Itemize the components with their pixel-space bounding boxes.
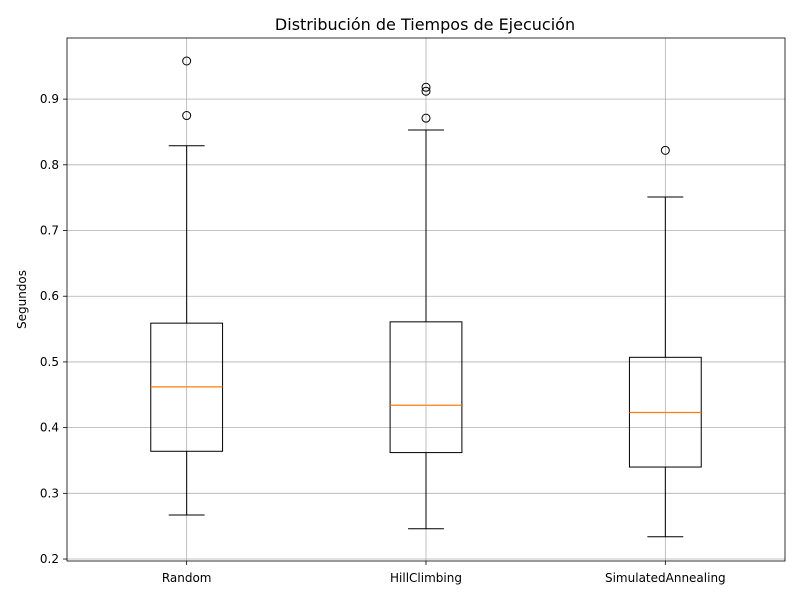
y-tick: 0.7 xyxy=(40,224,67,238)
x-tick: HillClimbing xyxy=(390,561,462,585)
y-tick: 0.2 xyxy=(40,552,67,566)
outlier-point xyxy=(182,111,192,121)
box-hillclimbing xyxy=(389,82,463,530)
iqr-box xyxy=(389,321,463,454)
box-simulatedannealing xyxy=(628,145,702,538)
chart-title: Distribución de Tiempos de Ejecución xyxy=(275,15,575,34)
y-tick: 0.9 xyxy=(40,92,67,106)
y-tick-label: 0.5 xyxy=(40,355,59,369)
y-tick-label: 0.7 xyxy=(40,224,59,238)
y-tick-label: 0.6 xyxy=(40,289,59,303)
y-tick: 0.3 xyxy=(40,486,67,500)
y-tick-label: 0.9 xyxy=(40,92,59,106)
x-tick-label: HillClimbing xyxy=(390,571,462,585)
boxes-group xyxy=(150,56,702,538)
x-tick: Random xyxy=(162,561,212,585)
x-axis: Random HillClimbing SimulatedAnnealing xyxy=(162,561,726,585)
x-tick: SimulatedAnnealing xyxy=(605,561,726,585)
outlier-point xyxy=(182,56,192,66)
y-tick-label: 0.2 xyxy=(40,552,59,566)
y-axis: 0.2 0.3 0.4 0.5 0.6 0.7 0.8 0.9 xyxy=(40,92,67,566)
y-tick-label: 0.4 xyxy=(40,421,59,435)
y-axis-label: Segundos xyxy=(15,270,29,329)
y-tick-label: 0.8 xyxy=(40,158,59,172)
outlier-point xyxy=(421,113,431,123)
y-tick: 0.8 xyxy=(40,158,67,172)
y-tick: 0.5 xyxy=(40,355,67,369)
y-tick: 0.6 xyxy=(40,289,67,303)
outlier-point xyxy=(421,82,431,92)
outlier-point xyxy=(660,145,670,155)
x-tick-label: Random xyxy=(162,571,212,585)
x-tick-label: SimulatedAnnealing xyxy=(605,571,726,585)
y-tick: 0.4 xyxy=(40,421,67,435)
outlier-point xyxy=(421,86,431,96)
y-tick-label: 0.3 xyxy=(40,486,59,500)
box-random xyxy=(150,56,224,516)
